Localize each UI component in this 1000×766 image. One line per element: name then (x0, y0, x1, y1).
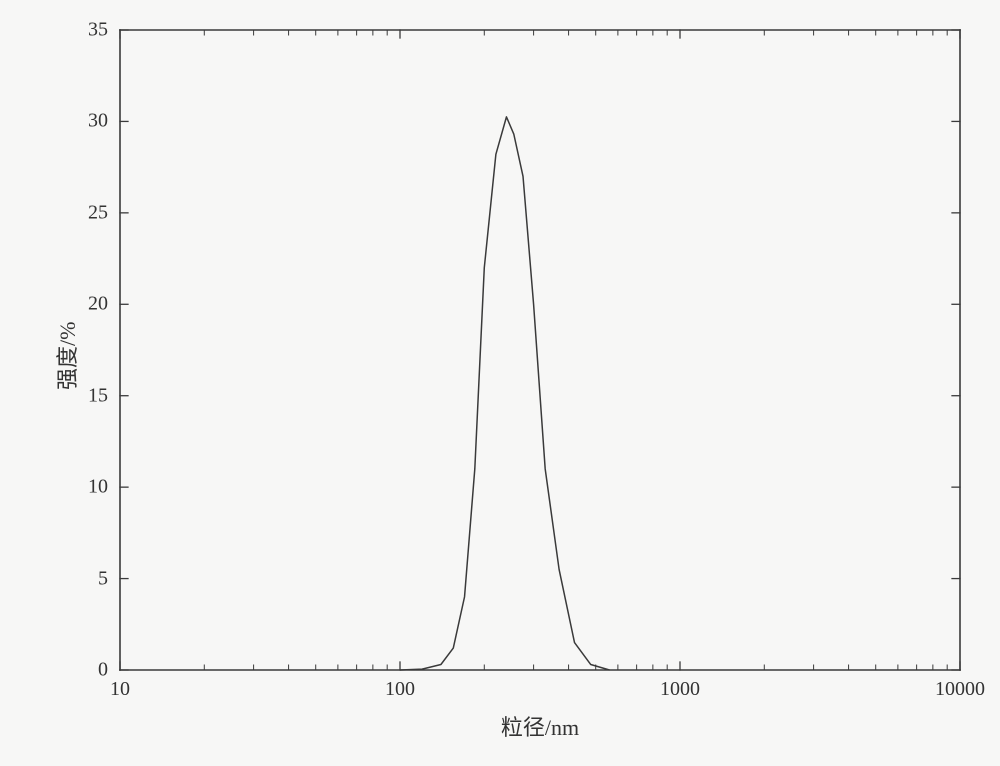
y-tick-label: 5 (98, 567, 108, 590)
y-axis-label: 强度/% (50, 322, 82, 390)
y-tick-label: 20 (88, 293, 108, 316)
plot-area (120, 30, 960, 670)
x-tick-label: 1000 (660, 678, 700, 701)
y-tick-label: 10 (88, 476, 108, 499)
x-axis-label: 粒径/nm (501, 710, 579, 742)
y-tick-label: 35 (88, 19, 108, 42)
x-tick-label: 10 (110, 678, 130, 701)
y-tick-label: 30 (88, 110, 108, 133)
y-tick-label: 0 (98, 659, 108, 682)
y-tick-label: 25 (88, 201, 108, 224)
x-tick-label: 100 (385, 678, 415, 701)
chart-canvas: 10 100 1000 10000 0 5 10 15 20 25 30 35 粒径/nm 强度/% (0, 0, 1000, 766)
x-tick-label: 10000 (935, 678, 985, 701)
chart-svg (0, 0, 1000, 766)
y-tick-label: 15 (88, 384, 108, 407)
